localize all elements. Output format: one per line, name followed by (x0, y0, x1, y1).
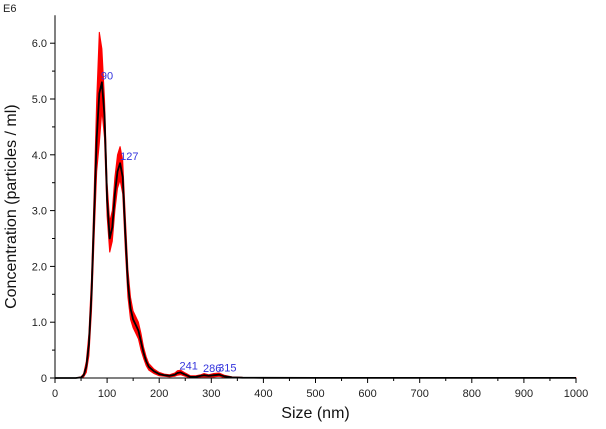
y-tick-label: 3.0 (32, 206, 47, 218)
x-tick-label: 900 (515, 388, 533, 400)
x-tick-label: 1000 (564, 388, 588, 400)
mean-line (55, 81, 576, 379)
y-tick-label: 0 (41, 373, 47, 385)
x-tick-label: 800 (463, 388, 481, 400)
y-tick-label: 5.0 (32, 94, 47, 106)
x-tick-label: 700 (411, 388, 429, 400)
y-ticks: 0 1.0 2.0 3.0 4.0 5.0 6.0 (32, 38, 55, 385)
x-tick-label: 400 (254, 388, 272, 400)
y-tick-label: 1.0 (32, 317, 47, 329)
x-tick-label: 300 (202, 388, 220, 400)
x-ticks: 0 100 200 300 400 500 600 700 800 900 1000 (52, 378, 588, 400)
x-tick-label: 0 (52, 388, 58, 400)
error-band (55, 31, 577, 379)
y-tick-label: 6.0 (32, 38, 47, 50)
x-tick-label: 200 (150, 388, 168, 400)
y-tick-label: 2.0 (32, 261, 47, 273)
x-axis-title: Size (nm) (281, 405, 349, 422)
x-tick-label: 600 (358, 388, 376, 400)
y-axis-title: Concentration (particles / ml) (3, 104, 20, 309)
x-tick-label: 500 (306, 388, 324, 400)
y-exponent-label: E6 (3, 3, 16, 15)
error-band-layer (55, 31, 577, 379)
peak-label: 286 (203, 363, 221, 375)
x-tick-label: 100 (98, 388, 116, 400)
peak-label: 315 (218, 363, 236, 375)
y-tick-label: 4.0 (32, 150, 47, 162)
peak-label: 127 (120, 151, 138, 163)
peak-label: 90 (101, 70, 113, 82)
peak-label: 241 (180, 360, 198, 372)
mean-line-layer (55, 81, 576, 379)
